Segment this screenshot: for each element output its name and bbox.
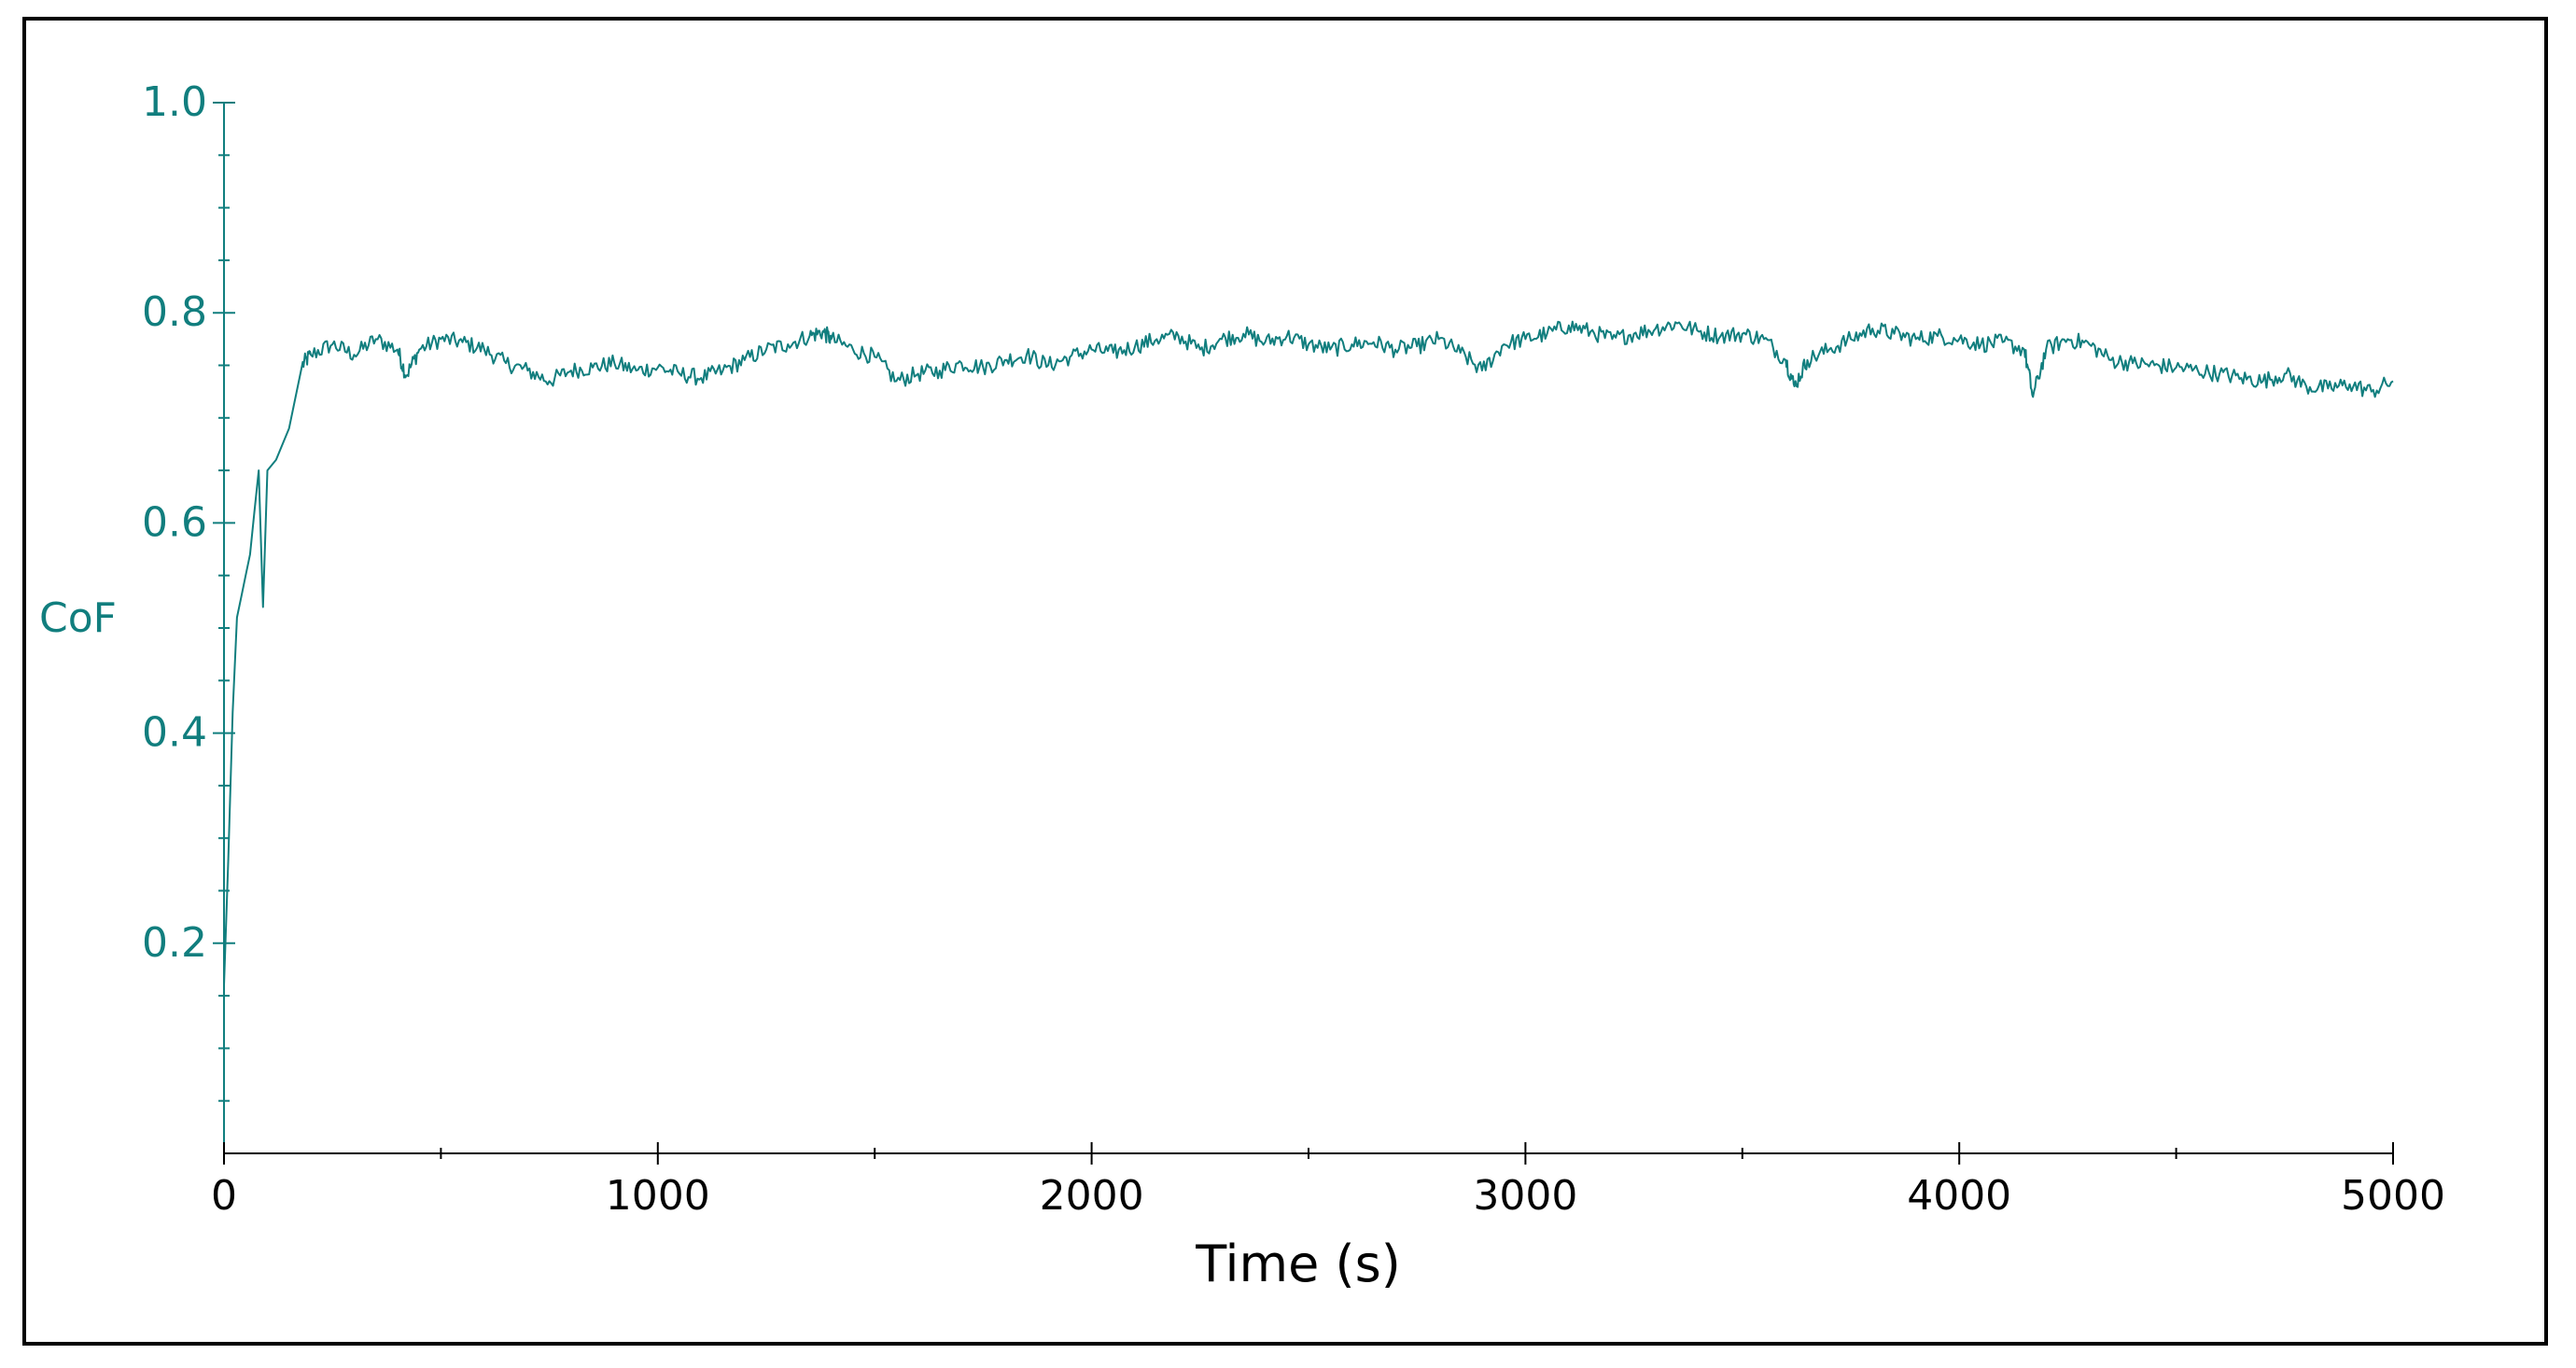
y-axis-label: CoF <box>39 594 117 642</box>
x-tick-label: 1000 <box>606 1172 710 1220</box>
x-tick-label: 2000 <box>1040 1172 1144 1220</box>
data-layer <box>223 320 2394 985</box>
chart-frame: 0.2 0.4 0.6 0.8 1.0 0 1000 2000 3000 4000 5000 CoF… <box>22 17 2548 1346</box>
axes-layer: 0.2 0.4 0.6 0.8 1.0 0 1000 2000 3000 4000 5000 <box>142 78 2445 1220</box>
x-tick-label: 0 <box>211 1172 237 1220</box>
x-axis-label: Time (s) <box>1195 1235 1401 1293</box>
y-tick-label: 0.2 <box>142 919 207 967</box>
y-tick-label: 1.0 <box>142 78 207 126</box>
x-tick-label: 3000 <box>1473 1172 1577 1220</box>
cof-line-chart: 0.2 0.4 0.6 0.8 1.0 0 1000 2000 3000 4000 5000 CoF… <box>39 78 2445 1293</box>
y-tick-label: 0.8 <box>142 288 207 336</box>
x-tick-label: 5000 <box>2341 1172 2445 1220</box>
y-tick-label: 0.4 <box>142 709 207 757</box>
series-line <box>223 320 2394 985</box>
x-tick-label: 4000 <box>1907 1172 2011 1220</box>
y-tick-label: 0.6 <box>142 498 207 546</box>
